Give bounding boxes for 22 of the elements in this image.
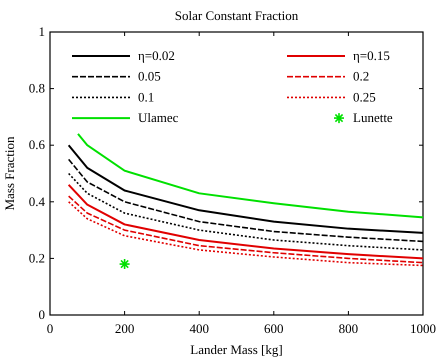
x-tick-label: 200	[114, 321, 134, 336]
y-tick-label: 0.6	[28, 137, 46, 152]
legend-label: Lunette	[353, 110, 393, 126]
y-tick-label: 0.4	[28, 194, 46, 209]
legend-label: 0.05	[138, 68, 161, 84]
legend-label: Ulamec	[138, 110, 179, 126]
legend-label: η=0.15	[353, 48, 390, 63]
y-tick-label: 0.2	[28, 250, 45, 266]
x-tick-label: 600	[264, 321, 284, 336]
y-tick-label: 0	[38, 307, 45, 322]
x-tick-label: 400	[189, 321, 209, 336]
legend-label: 0.25	[353, 89, 376, 104]
y-axis-title: Mass Fraction	[2, 136, 17, 211]
legend-label: 0.2	[353, 68, 370, 84]
x-tick-label: 800	[338, 321, 358, 336]
legend-label: 0.1	[138, 89, 154, 104]
y-tick-label: 0.8	[28, 80, 45, 96]
y-tick-label: 1	[38, 24, 45, 39]
chart-title: Solar Constant Fraction	[174, 8, 299, 23]
x-axis-title: Lander Mass [kg]	[190, 342, 283, 357]
legend-label: η=0.02	[138, 48, 175, 63]
x-tick-label: 1000	[410, 321, 436, 336]
